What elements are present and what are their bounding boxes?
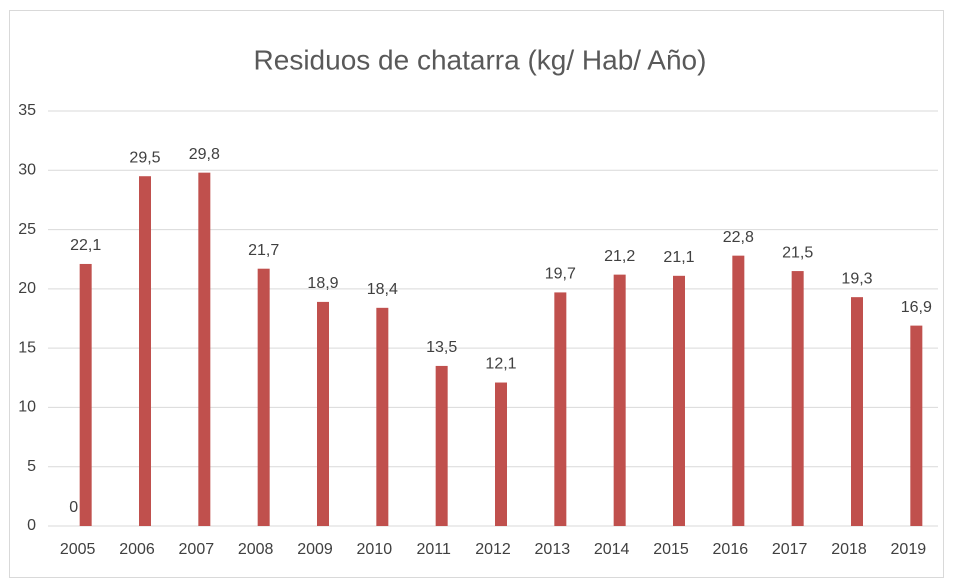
x-tick-label: 2012	[475, 541, 511, 558]
bar	[910, 325, 923, 526]
data-label: 22,8	[723, 229, 754, 246]
bar	[851, 297, 863, 526]
data-label: 21,5	[782, 244, 813, 261]
y-tick-label: 5	[27, 458, 36, 475]
data-label: 19,3	[841, 270, 872, 287]
data-label: 21,1	[663, 249, 694, 266]
data-label: 21,2	[604, 248, 635, 265]
x-tick-label: 2014	[594, 541, 630, 558]
bar	[673, 275, 685, 526]
x-tick-label: 2016	[713, 541, 749, 558]
bar	[376, 307, 389, 526]
data-label: 19,7	[545, 266, 576, 283]
x-tick-label: 2017	[772, 541, 808, 558]
bar	[198, 172, 211, 526]
data-label: 13,5	[426, 339, 457, 356]
bar	[791, 271, 804, 526]
y-tick-label: 35	[18, 102, 36, 119]
bar	[257, 268, 270, 526]
data-label: 12,1	[485, 356, 516, 373]
x-tick-label: 2018	[831, 541, 867, 558]
x-tick-label: 2019	[891, 541, 927, 558]
x-tick-label: 2010	[357, 541, 393, 558]
data-label: 29,5	[129, 149, 160, 166]
bar	[732, 255, 745, 526]
data-label: 29,8	[189, 146, 220, 163]
chart-border	[9, 10, 944, 578]
data-label: 18,9	[307, 275, 338, 292]
y-tick-label: 25	[18, 221, 36, 238]
chart-title: Residuos de chatarra (kg/ Hab/ Año)	[254, 44, 707, 75]
bar	[613, 274, 626, 526]
bar	[554, 292, 567, 526]
x-tick-label: 2011	[416, 541, 451, 558]
data-label: 18,4	[367, 281, 398, 298]
x-tick-label: 2009	[297, 541, 333, 558]
x-tick-label: 2006	[119, 541, 155, 558]
bar	[317, 301, 329, 526]
y-tick-label: 30	[18, 162, 36, 179]
data-label: 21,7	[248, 242, 279, 259]
x-tick-label: 2005	[60, 541, 96, 558]
data-label: 22,1	[70, 237, 101, 254]
x-tick-label: 2007	[179, 541, 215, 558]
data-label: 0	[69, 499, 78, 516]
x-tick-label: 2013	[535, 541, 571, 558]
bar	[495, 382, 507, 526]
bar	[435, 365, 448, 526]
y-tick-label: 10	[18, 399, 36, 416]
x-tick-label: 2015	[653, 541, 689, 558]
y-tick-label: 0	[27, 517, 36, 534]
bar	[79, 263, 92, 526]
y-tick-label: 15	[18, 339, 36, 356]
data-label: 16,9	[901, 299, 932, 316]
x-tick-label: 2008	[238, 541, 274, 558]
bar	[139, 176, 151, 526]
y-tick-label: 20	[18, 280, 36, 297]
